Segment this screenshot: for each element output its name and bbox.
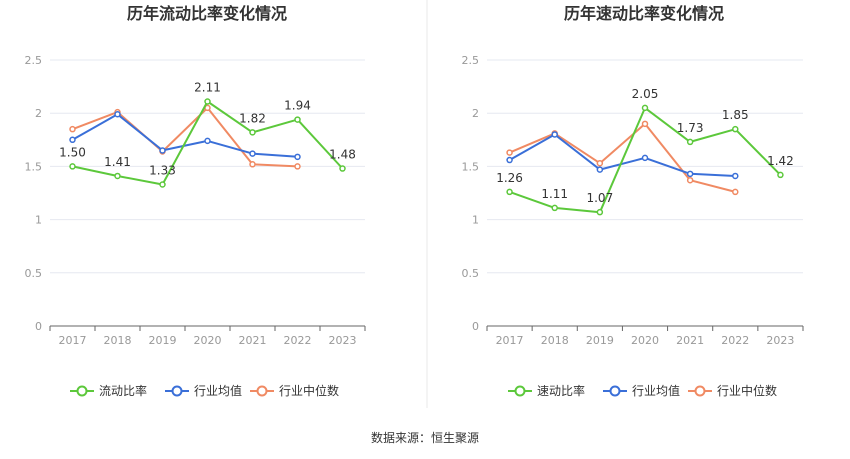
- industry-average-series-point: [506, 156, 513, 164]
- industry-average-series-point: [686, 170, 694, 178]
- legend-marker-icon: [609, 385, 621, 397]
- legend-marker-icon: [694, 385, 706, 397]
- chart-title: 历年速动比率变化情况: [564, 4, 724, 23]
- x-tick-label: 2023: [766, 334, 794, 347]
- company-series-point: [204, 98, 211, 105]
- x-tick-label: 2022: [284, 334, 312, 347]
- y-tick-label: 0: [472, 320, 479, 333]
- industry-median-series-line: [72, 106, 298, 168]
- industry-average-series-point: [204, 137, 211, 145]
- data-label: 1.73: [677, 121, 704, 135]
- company-series-point: [294, 116, 301, 123]
- data-label: 1.82: [239, 111, 266, 125]
- y-tick-label: 1: [472, 214, 479, 227]
- x-tick-label: 2019: [149, 334, 177, 347]
- legend-marker-icon: [171, 385, 183, 397]
- company-series-point: [777, 171, 784, 179]
- industry-median-series-point: [596, 159, 604, 167]
- legend-label: 速动比率: [537, 383, 585, 398]
- data-label: 1.33: [149, 163, 176, 177]
- data-source-note: 数据来源：恒生聚源: [370, 431, 479, 445]
- data-label: 1.41: [104, 155, 131, 169]
- y-tick-label: 2: [35, 107, 42, 120]
- y-tick-label: 0: [35, 320, 42, 333]
- legend-marker-icon: [76, 385, 88, 397]
- industry-average-series-point: [641, 154, 649, 162]
- industry-median-series-point: [641, 120, 649, 128]
- data-label: 1.26: [496, 171, 523, 185]
- data-label: 1.85: [722, 108, 749, 122]
- y-tick-label: 2: [472, 107, 479, 120]
- data-label: 2.11: [194, 80, 221, 94]
- quick-ratio-chart: 历年速动比率变化情况 0 0.5 1 1.5 2 2.5 2017 2018 2019 2020 20…: [462, 4, 804, 398]
- company-series-point: [339, 165, 346, 172]
- industry-average-series-point: [159, 147, 166, 154]
- company-series-point: [249, 129, 256, 136]
- industry-median-series-point: [249, 161, 256, 168]
- chart-title: 历年流动比率变化情况: [127, 4, 287, 23]
- x-tick-label: 2018: [104, 334, 132, 347]
- x-tick-label: 2017: [59, 334, 87, 347]
- industry-median-series-point: [294, 163, 301, 170]
- industry-average-series-point: [114, 111, 121, 118]
- company-series-point: [114, 172, 121, 180]
- company-series-point: [686, 138, 694, 146]
- x-tick-label: 2019: [586, 334, 614, 347]
- legend-label: 行业中位数: [279, 383, 339, 398]
- industry-average-series-point: [249, 150, 256, 157]
- company-series-point: [641, 104, 649, 112]
- data-label: 2.05: [632, 87, 659, 101]
- company-series-point: [732, 125, 739, 133]
- y-tick-label: 1.5: [25, 160, 43, 173]
- x-tick-label: 2021: [676, 334, 704, 347]
- data-label: 1.50: [59, 145, 86, 159]
- y-tick-label: 0.5: [25, 267, 43, 280]
- legend-label: 流动比率: [99, 383, 147, 398]
- y-tick-label: 1: [35, 214, 42, 227]
- x-tick-label: 2017: [496, 334, 524, 347]
- industry-average-series-point: [551, 131, 558, 138]
- x-tick-label: 2020: [631, 334, 659, 347]
- company-series-point: [159, 181, 166, 188]
- industry-median-series-point: [732, 188, 739, 196]
- legend-label: 行业均值: [632, 383, 680, 398]
- industry-average-series-point: [596, 166, 604, 173]
- legend-marker-icon: [256, 385, 268, 397]
- y-tick-label: 2.5: [462, 54, 480, 67]
- legend-marker-icon: [514, 385, 526, 397]
- x-tick-label: 2022: [721, 334, 749, 347]
- industry-median-series-line: [509, 122, 736, 193]
- industry-median-series-point: [686, 176, 694, 184]
- data-label: 1.11: [541, 187, 568, 201]
- company-series-point: [506, 188, 513, 196]
- y-tick-label: 0.5: [462, 267, 480, 280]
- industry-median-series-point: [69, 125, 76, 133]
- y-tick-label: 2.5: [25, 54, 43, 67]
- data-label: 1.42: [767, 154, 794, 168]
- x-tick-label: 2020: [194, 334, 222, 347]
- industry-average-series-point: [732, 172, 739, 180]
- industry-average-series-point: [294, 153, 301, 161]
- x-tick-label: 2023: [329, 334, 357, 347]
- industry-average-series-line: [509, 133, 736, 177]
- data-label: 1.48: [329, 148, 356, 162]
- company-series-point: [69, 163, 76, 170]
- y-tick-label: 1.5: [462, 160, 480, 173]
- industry-average-series-line: [72, 113, 298, 158]
- data-label: 1.94: [284, 99, 311, 113]
- legend-label: 行业均值: [194, 383, 242, 398]
- company-series-point: [596, 208, 604, 216]
- industry-median-series-point: [506, 149, 513, 156]
- company-series-point: [551, 204, 558, 212]
- current-ratio-chart: 历年流动比率变化情况 0 0.5 1 1.5 2 2.5 2017 2018 2019 2020 20…: [25, 4, 366, 398]
- x-tick-label: 2021: [239, 334, 267, 347]
- industry-average-series-point: [69, 136, 76, 144]
- x-tick-label: 2018: [541, 334, 569, 347]
- legend-label: 行业中位数: [717, 383, 777, 398]
- data-label: 1.07: [586, 191, 613, 205]
